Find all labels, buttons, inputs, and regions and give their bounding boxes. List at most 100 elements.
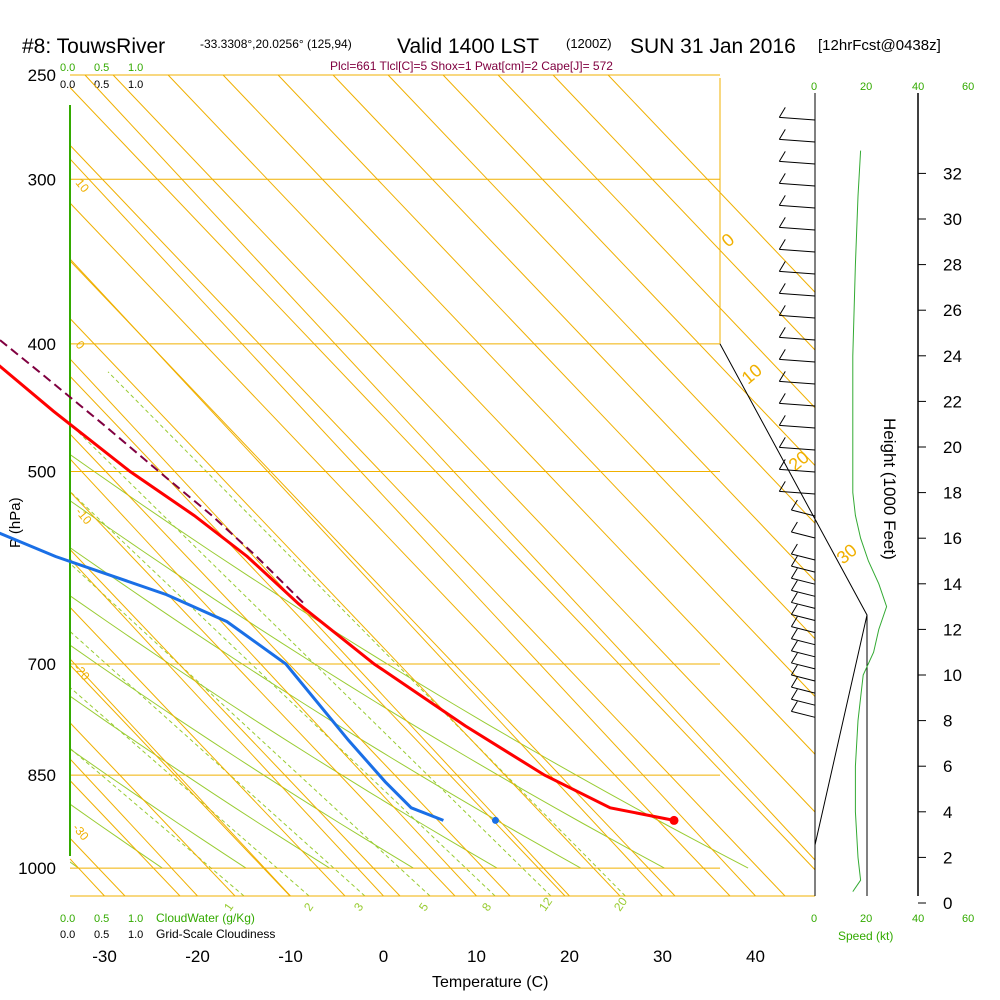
- height-tick-label: 20: [943, 438, 962, 457]
- moist-adiabat-line: [70, 595, 498, 869]
- wind-barb: [791, 710, 816, 718]
- mixing-ratio-line: [107, 371, 626, 896]
- pressure-tick-label: 250: [28, 66, 56, 85]
- isotherm-line: [69, 858, 105, 897]
- cloudiness-label: Grid-Scale Cloudiness: [156, 927, 275, 941]
- wind-barb-flag: [778, 217, 786, 228]
- wind-barb-flag: [778, 459, 786, 470]
- cloudwater-tick-bottom-1: 0.5: [94, 913, 109, 925]
- height-tick-label: 22: [943, 392, 962, 411]
- isotherm-line: [84, 74, 816, 861]
- cloudiness-tick-bottom-2: 1.0: [128, 929, 143, 941]
- dry-adiabat-line: [69, 664, 291, 897]
- dry-adiabat-line: [69, 549, 401, 897]
- sounding-indices: Plcl=661 Tlcl[C]=5 Shox=1 Pwat[cm]=2 Cap…: [330, 59, 613, 73]
- dry-adiabat-line: [69, 433, 511, 897]
- dry-adiabat-line: [69, 780, 181, 897]
- dry-adiabat-line: [69, 491, 456, 897]
- wind-barb: [791, 553, 816, 561]
- wind-barb: [791, 698, 816, 706]
- wind-barb-flag: [778, 129, 786, 140]
- dry-adiabat-line: [69, 375, 566, 897]
- wind-barb: [791, 662, 816, 670]
- dry-adiabat-line: [607, 74, 816, 293]
- tropopause-line: [719, 343, 868, 846]
- wind-barb: [779, 248, 816, 253]
- mixing-ratio-line: [70, 630, 366, 896]
- height-tick-label: 8: [943, 712, 952, 731]
- wind-barb: [779, 468, 816, 473]
- mixing-ratio-line: [70, 423, 552, 896]
- height-tick-label: 2: [943, 848, 952, 867]
- surface-dewpoint-marker: [491, 816, 499, 824]
- wind-barb-flag: [790, 640, 798, 652]
- wind-barb: [791, 674, 816, 682]
- wind-barb: [779, 446, 816, 451]
- wind-barb: [779, 424, 816, 429]
- height-tick-label: 14: [943, 575, 962, 594]
- speed-tick-bottom-60: 60: [962, 913, 974, 925]
- wind-barb: [791, 638, 816, 646]
- height-tick-label: 0: [943, 894, 952, 913]
- dry-adiabat-line: [69, 837, 126, 897]
- height-tick-label: 28: [943, 256, 962, 275]
- dry-adiabat-line: [69, 202, 731, 897]
- cloudiness-tick-top-0: 0.0: [60, 79, 75, 91]
- surface-temperature-marker: [669, 815, 679, 825]
- cloudiness-tick-top-1: 0.5: [94, 79, 109, 91]
- isotherm-value-label: 0: [73, 338, 88, 352]
- wind-barb: [779, 314, 816, 319]
- wind-barb-flag: [778, 107, 786, 118]
- mixing-ratio-label: 20: [611, 894, 630, 913]
- height-tick-label: 16: [943, 529, 962, 548]
- height-tick-label: 6: [943, 757, 952, 776]
- dry-adiabat-line: [332, 74, 816, 582]
- pressure-tick-label: 400: [28, 335, 56, 354]
- isotherm-value-label: 0: [718, 229, 739, 251]
- moist-adiabat-line: [70, 453, 749, 869]
- temperature-tick-label: 10: [467, 947, 486, 966]
- dry-adiabat-line: [69, 87, 816, 871]
- wind-barb: [791, 650, 816, 658]
- dewpoint-line: [0, 531, 444, 822]
- wind-barb: [779, 270, 816, 275]
- wind-barb: [791, 626, 816, 634]
- wind-barb-flag: [790, 604, 798, 615]
- forecast-info: [12hrFcst@0438z]: [818, 37, 941, 54]
- wind-barb: [791, 531, 816, 539]
- temperature-line: [0, 364, 675, 822]
- pressure-tick-label: 1000: [18, 859, 56, 878]
- moist-adiabat-line: [70, 547, 581, 869]
- wind-barb: [791, 686, 816, 694]
- wind-barb: [779, 402, 816, 407]
- isotherm-line: [69, 358, 570, 897]
- cloudwater-tick-top-2: 1.0: [128, 62, 143, 74]
- wind-barb-flag: [778, 239, 786, 250]
- wind-barb: [791, 601, 816, 609]
- valid-time: Valid 1400 LST: [397, 35, 539, 58]
- mixing-ratio-lines: [70, 371, 749, 896]
- forecast-date: SUN 31 Jan 2016: [630, 35, 796, 58]
- isotherm-lines: [69, 74, 816, 897]
- wind-barb-flag: [778, 437, 786, 448]
- cloudwater-tick-bottom-0: 0.0: [60, 913, 75, 925]
- wind-barb-flag: [778, 195, 786, 206]
- cloudwater-label: CloudWater (g/Kg): [156, 911, 255, 925]
- wind-barb-flag: [778, 261, 786, 272]
- dry-adiabat-line: [277, 74, 816, 640]
- dry-adiabat-line: [69, 318, 621, 897]
- wind-barb: [791, 577, 816, 585]
- isotherm-line: [69, 458, 477, 897]
- speed-tick-bottom-20: 20: [860, 913, 872, 925]
- mixing-ratio-label: 2: [301, 900, 316, 914]
- speed-tick-top-0: 0: [811, 81, 817, 93]
- moist-adiabat-line: [70, 748, 247, 869]
- wind-barb-flag: [790, 567, 798, 579]
- wind-barb-flag: [778, 415, 786, 426]
- isotherm-value-label: -10: [73, 505, 95, 528]
- wind-barb-flag: [778, 151, 786, 162]
- wind-barb-flag: [778, 305, 786, 316]
- height-tick-label: 32: [943, 164, 962, 183]
- temperature-tick-label: 40: [746, 947, 765, 966]
